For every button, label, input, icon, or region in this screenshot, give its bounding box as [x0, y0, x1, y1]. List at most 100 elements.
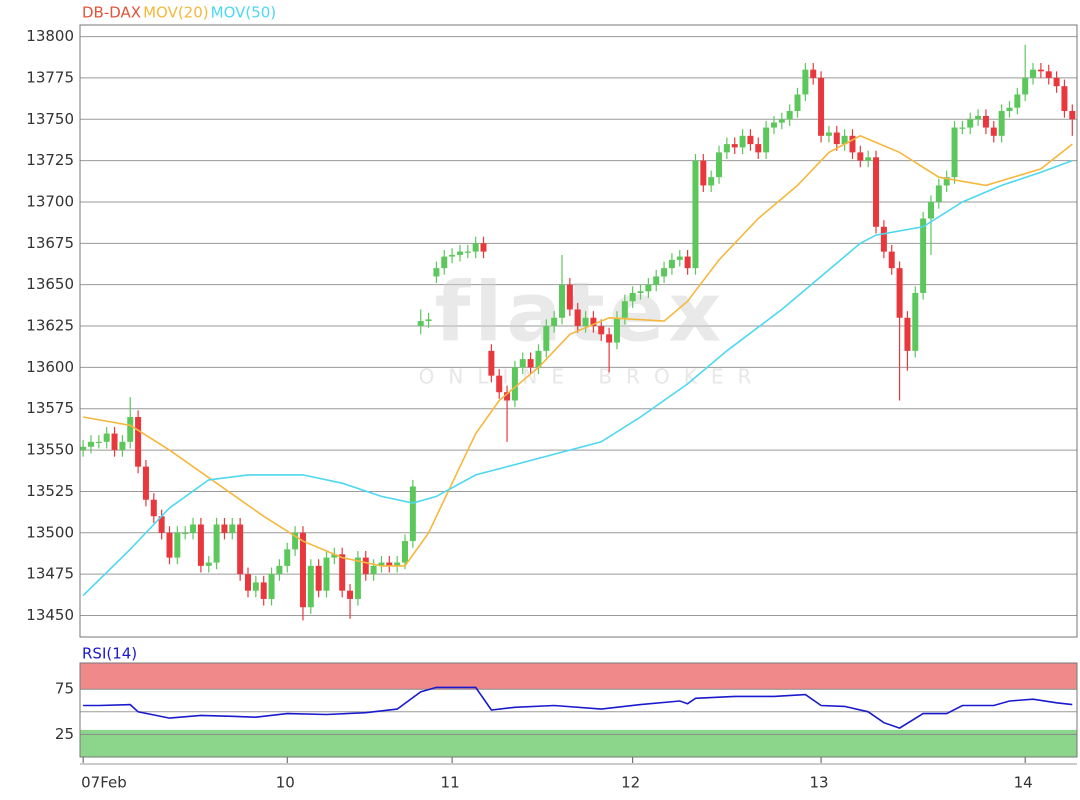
candle-body [833, 132, 840, 145]
candle-body [378, 562, 385, 566]
candle-body [119, 441, 126, 451]
candle-body [935, 185, 942, 202]
candle-body [370, 565, 377, 575]
candle-body [668, 259, 675, 269]
candle-body [472, 243, 479, 252]
candle-body [260, 582, 267, 599]
candle-body [818, 77, 825, 136]
candle-body [802, 69, 809, 95]
candle-body [519, 359, 526, 368]
candle-body [982, 115, 989, 128]
moving-average-line [82, 159, 1073, 597]
candle-body [590, 317, 597, 327]
candle-body [551, 317, 558, 327]
candle-body [80, 446, 87, 451]
candle-body [190, 524, 197, 533]
x-tick-label: 11 [441, 774, 460, 792]
y-tick-label: 13750 [26, 110, 74, 128]
candle-body [339, 554, 346, 591]
candle-body [527, 359, 534, 368]
candle-body [182, 532, 189, 534]
candle-body [394, 562, 401, 566]
candle-body [731, 144, 738, 148]
candle-body [912, 292, 919, 351]
candle-body [747, 135, 754, 145]
candle-body [873, 157, 880, 227]
moving-average-line [82, 134, 1073, 567]
y-tick-label: 13550 [26, 441, 74, 459]
watermark-tagline: ONLINE BROKER [419, 365, 766, 389]
y-tick-label: 13625 [26, 317, 74, 335]
candle-body [511, 367, 518, 401]
candle-body [441, 256, 448, 269]
candle-body [716, 152, 723, 178]
legend-entry: MOV(20) [143, 4, 209, 22]
candle-body [229, 524, 236, 533]
legend-entry: DB-DAX [82, 4, 141, 22]
candle-body [127, 417, 134, 442]
candle-body [197, 524, 204, 566]
candle-body [998, 111, 1005, 136]
y-tick-label: 13600 [26, 358, 74, 376]
candle-body [347, 590, 354, 599]
candle-body [629, 292, 636, 302]
candle-body [566, 284, 573, 310]
y-tick-label: 13800 [26, 27, 74, 45]
candle-body [841, 135, 848, 145]
candle-body [849, 135, 856, 153]
candle-body [582, 317, 589, 327]
candle-body [574, 309, 581, 327]
candle-body [723, 144, 730, 153]
legend-entry: RSI(14) [82, 645, 137, 663]
candle-body [1022, 77, 1029, 95]
candle-body [386, 562, 393, 566]
candle-body [456, 251, 463, 255]
y-tick-label: 13675 [26, 234, 74, 252]
x-tick-label: 14 [1014, 774, 1033, 792]
candle-body [158, 516, 165, 533]
y-tick-label: 13475 [26, 565, 74, 583]
candle-body [700, 160, 707, 186]
candle-body [95, 441, 102, 444]
candle-body [896, 268, 903, 318]
candle-body [755, 144, 762, 153]
candle-body [1037, 69, 1044, 72]
plot-border [79, 24, 1078, 638]
candle-body [1030, 69, 1037, 78]
candle-body [794, 94, 801, 112]
candle-body [739, 135, 746, 148]
candle-body [645, 284, 652, 292]
candle-body [975, 115, 982, 120]
candle-body [951, 127, 958, 178]
candle-body [606, 334, 613, 343]
candle-body [653, 276, 660, 285]
candle-body [174, 532, 181, 558]
candle-body [959, 127, 966, 129]
candle-body [221, 524, 228, 533]
candle-body [433, 268, 440, 277]
x-tick-label: 13 [810, 774, 829, 792]
candle-body [292, 532, 299, 550]
candle-body [613, 317, 620, 343]
candle-body [111, 433, 118, 451]
candle-body [464, 251, 471, 253]
y-tick-label: 13500 [26, 523, 74, 541]
candle-body [637, 291, 644, 293]
candle-body [323, 557, 330, 591]
candle-body [865, 157, 872, 161]
candle-body [307, 565, 314, 608]
y-tick-label: 13700 [26, 192, 74, 210]
candle-body [1014, 94, 1021, 108]
x-tick-label: 10 [276, 774, 295, 792]
candle-body [1061, 86, 1068, 112]
plot-border [79, 662, 1078, 758]
candle-body [1069, 111, 1076, 120]
candle-body [943, 177, 950, 186]
candle-body [676, 256, 683, 260]
candle-body [810, 69, 817, 78]
candle-body [244, 574, 251, 591]
candle-body [504, 392, 511, 401]
rsi-line [83, 686, 1073, 729]
candle-body [857, 152, 864, 161]
legend-entry: MOV(50) [211, 4, 277, 22]
